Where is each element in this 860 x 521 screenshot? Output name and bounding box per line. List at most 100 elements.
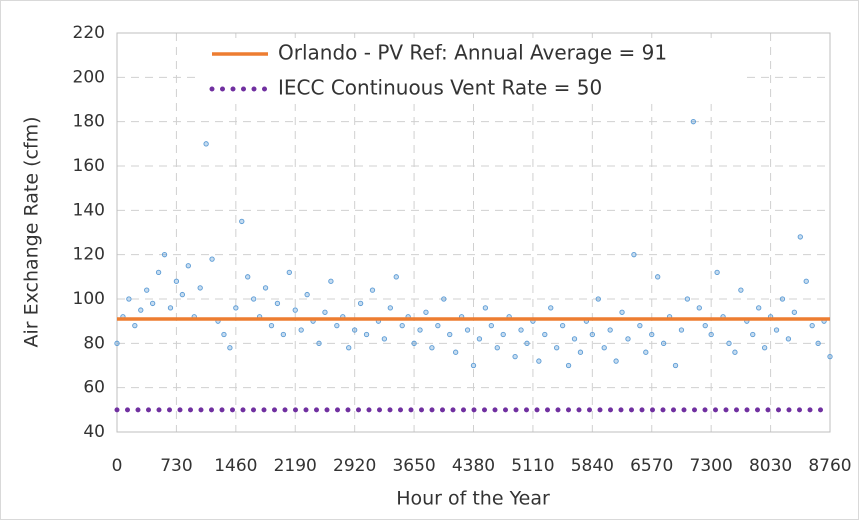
point [167,305,174,311]
point [631,252,637,258]
x-tick-label: 4380 [452,456,495,476]
point [411,340,417,346]
x-tick-label: 5110 [511,456,554,476]
point [274,300,281,307]
point [803,278,809,284]
legend-box [200,38,745,104]
point [155,269,162,276]
point [221,331,227,338]
point [827,353,833,360]
point [393,274,399,280]
point [637,322,643,329]
point [173,278,180,284]
x-tick-label: 730 [160,456,192,476]
point [363,331,370,338]
point [322,309,328,315]
point [785,336,792,342]
point [476,336,483,342]
point [696,305,702,311]
point [144,287,150,293]
point [357,300,364,307]
point [655,274,661,280]
point [209,256,215,262]
point [601,345,607,351]
point [185,263,191,269]
point [524,340,530,346]
point [797,234,803,240]
point [678,327,685,333]
point [298,327,304,333]
point [399,322,405,329]
point [554,345,560,351]
point [791,309,797,315]
point [179,291,186,298]
point [512,353,518,360]
point [453,349,459,355]
y-tick-label: 60 [83,378,105,398]
point [441,296,447,302]
point [328,278,334,284]
point [571,336,578,342]
y-tick-label: 140 [73,200,105,220]
point [464,327,471,333]
point [245,274,251,280]
point [726,340,732,346]
point [809,322,815,329]
point [761,345,768,351]
point [589,331,595,338]
point [625,336,631,342]
point [536,358,542,364]
plot-frame [116,32,831,433]
point [714,269,720,276]
y-tick-label: 180 [73,112,105,132]
y-tick-label: 120 [73,245,105,265]
point [114,340,120,346]
point [613,358,619,364]
point [417,327,423,333]
y-axis-label: Air Exchange Rate (cfm) [21,116,43,347]
point [251,296,257,302]
point [690,119,696,125]
y-tick-label: 200 [73,67,105,87]
point [607,327,613,333]
point [488,322,494,329]
point [286,269,292,276]
point [708,331,714,338]
point [304,291,310,298]
point [595,296,601,302]
point [815,340,821,346]
x-tick-label: 2190 [274,456,317,476]
point [518,327,524,333]
point [577,349,584,355]
point [660,340,667,346]
point [381,336,388,342]
point [369,287,376,293]
point [649,331,655,338]
point [702,322,708,329]
point [756,305,762,311]
point [126,296,132,302]
point [280,331,287,338]
x-tick-label: 0 [112,456,123,476]
point [203,141,209,147]
point [500,331,506,338]
point [292,307,298,313]
point [732,349,738,355]
x-tick-label: 2920 [333,456,376,476]
point [239,218,245,225]
point [352,327,358,333]
y-tick-label: 40 [83,422,105,442]
point [429,345,435,351]
point [197,285,203,291]
x-tick-label: 6570 [630,456,673,476]
x-tick-label: 7300 [690,456,733,476]
y-tick-label: 160 [73,156,105,176]
x-tick-label: 8030 [749,456,792,476]
point [482,305,489,311]
point [233,305,239,311]
point [565,362,572,369]
point [161,252,168,258]
y-tick-label: 80 [83,333,105,353]
point [227,345,233,351]
point [346,345,352,351]
